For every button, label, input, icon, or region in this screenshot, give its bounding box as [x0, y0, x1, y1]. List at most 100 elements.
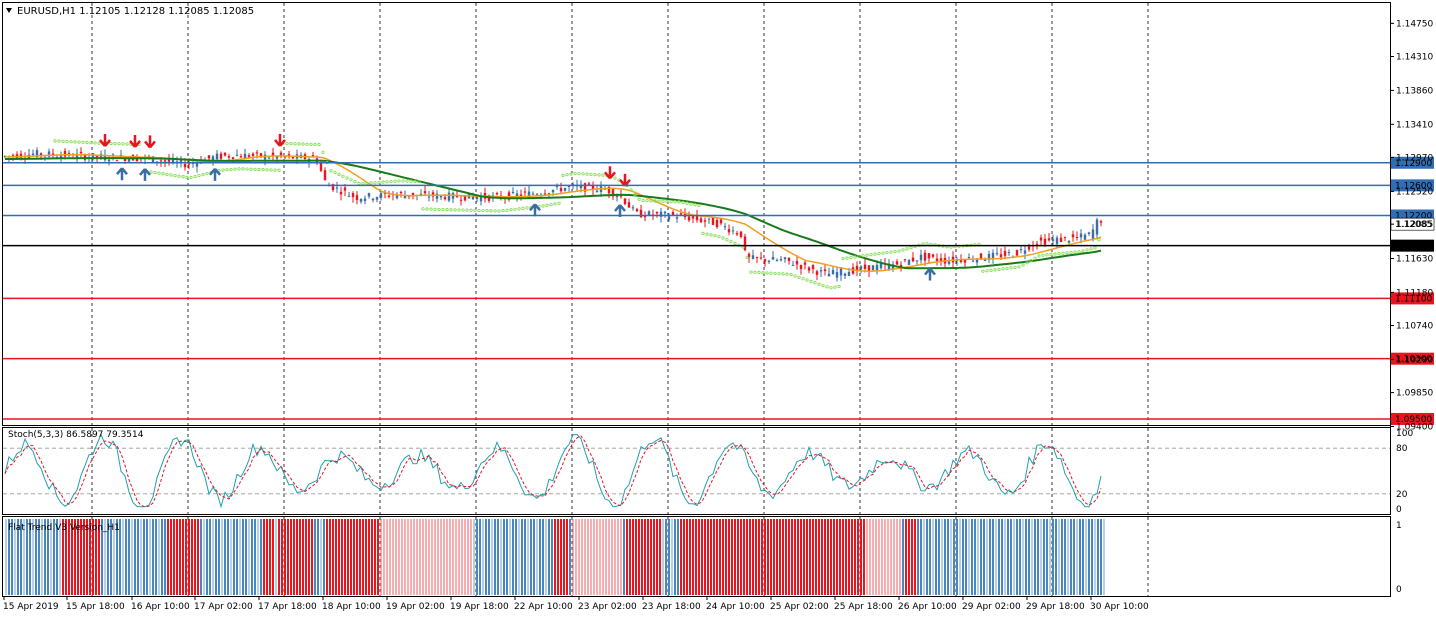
trend-bar: [134, 519, 136, 595]
trend-bar: [29, 519, 31, 595]
candle-body: [1047, 238, 1051, 241]
candle-body: [431, 192, 435, 197]
trend-bar: [272, 519, 274, 595]
level-label: 1.11100: [1395, 294, 1432, 304]
trend-bar: [755, 519, 757, 595]
trend-bar: [467, 519, 469, 595]
sar-dot: [1065, 251, 1069, 255]
trend-bar: [1025, 519, 1027, 595]
trend-bar: [725, 519, 727, 595]
trend-bar: [203, 519, 205, 595]
sell-arrow-icon: [144, 135, 156, 149]
sar-dot: [365, 181, 369, 185]
candle-body: [559, 188, 563, 192]
candle-body: [267, 157, 271, 159]
trend-bar: [68, 519, 70, 595]
sar-dot: [985, 269, 989, 273]
trend-bar: [677, 519, 679, 595]
trend-bar: [164, 519, 166, 595]
candle-body: [11, 155, 15, 157]
trend-bar: [656, 519, 658, 595]
candle-body: [631, 207, 635, 209]
trend-bar: [83, 519, 85, 595]
trend-bar: [668, 519, 670, 595]
candle-body: [887, 263, 891, 270]
trend-bar: [1040, 519, 1042, 595]
candle-body: [1023, 250, 1027, 254]
trend-bar: [1064, 519, 1066, 595]
sar-dot: [61, 139, 65, 143]
sar-dot: [869, 252, 873, 257]
trend-bar: [734, 519, 736, 595]
candle-body: [167, 159, 171, 162]
level-label: 1.11800: [1395, 242, 1432, 252]
trend-bar: [341, 519, 343, 595]
candle-body: [339, 191, 343, 195]
candle-body: [999, 254, 1003, 258]
candle-body: [403, 195, 407, 199]
trend-bar: [89, 519, 91, 595]
trend-bar: [464, 519, 466, 595]
trend-bar: [167, 519, 169, 595]
trend-bar: [599, 519, 601, 595]
sar-dot: [85, 140, 89, 145]
sar-dot: [793, 274, 797, 278]
sar-dot: [1013, 265, 1017, 269]
trend-bar: [1073, 519, 1075, 595]
sar-dot: [717, 234, 721, 239]
sar-dot: [565, 173, 569, 177]
sar-dot: [265, 168, 269, 172]
price-tick-label: 1.09400: [1396, 423, 1433, 433]
sar-dot: [109, 141, 113, 146]
sar-dot: [1045, 253, 1049, 257]
trend-bar: [839, 519, 841, 595]
sar-dot: [677, 200, 681, 204]
trend-bar: [38, 519, 40, 595]
trend-bar: [20, 519, 22, 595]
sar-dot: [821, 283, 825, 288]
triangle-down-icon[interactable]: [6, 8, 12, 13]
sar-dot: [305, 142, 309, 146]
sar-dot: [1033, 256, 1037, 260]
sar-dot: [121, 142, 125, 146]
trend-bar: [836, 519, 838, 595]
candle-body: [635, 209, 639, 212]
candle-body: [1059, 237, 1063, 242]
sell-arrow-icon: [99, 134, 111, 147]
moving-averages: [5, 153, 1102, 272]
level-label: 1.12600: [1395, 181, 1432, 191]
sar-dot: [1069, 250, 1073, 255]
candle-body: [411, 192, 415, 197]
candle-body: [927, 253, 931, 259]
sar-dot: [1009, 266, 1013, 270]
trend-bar: [1034, 519, 1036, 595]
sar-dot: [549, 202, 553, 207]
sar-dot: [645, 199, 649, 203]
price-levels[interactable]: 1.12900 1.12600 1.12200 1.11800 1.11100 1.103…: [3, 156, 1435, 425]
trend-bar: [947, 519, 949, 595]
candle-body: [639, 209, 643, 218]
sar-dot: [521, 206, 525, 210]
trend-bar: [857, 519, 859, 595]
sar-dot: [825, 285, 829, 289]
trend-bar: [1103, 519, 1105, 595]
candle-body: [807, 267, 811, 271]
stoch-pane[interactable]: [2, 427, 1391, 515]
trend-bar: [581, 519, 583, 595]
candle-body: [663, 211, 667, 214]
candle-body: [679, 213, 683, 215]
trend-bar: [44, 519, 46, 595]
time-tick-label: 18 Apr 10:00: [322, 602, 381, 612]
sar-dot: [269, 168, 273, 172]
sar-dot: [205, 171, 209, 176]
trend-bar: [254, 519, 256, 595]
sar-dot: [589, 172, 593, 176]
trend-bar: [1013, 519, 1015, 595]
time-tick-label: 26 Apr 10:00: [898, 602, 957, 612]
sar-dot: [909, 246, 913, 250]
trend-bar: [137, 519, 139, 595]
sar-dot: [453, 208, 457, 212]
sar-dot: [345, 176, 349, 180]
trend-bar: [512, 519, 514, 595]
